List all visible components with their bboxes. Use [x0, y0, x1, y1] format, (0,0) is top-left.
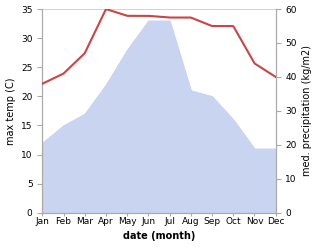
Y-axis label: med. precipitation (kg/m2): med. precipitation (kg/m2)	[302, 45, 313, 176]
X-axis label: date (month): date (month)	[123, 231, 195, 242]
Y-axis label: max temp (C): max temp (C)	[5, 77, 16, 145]
